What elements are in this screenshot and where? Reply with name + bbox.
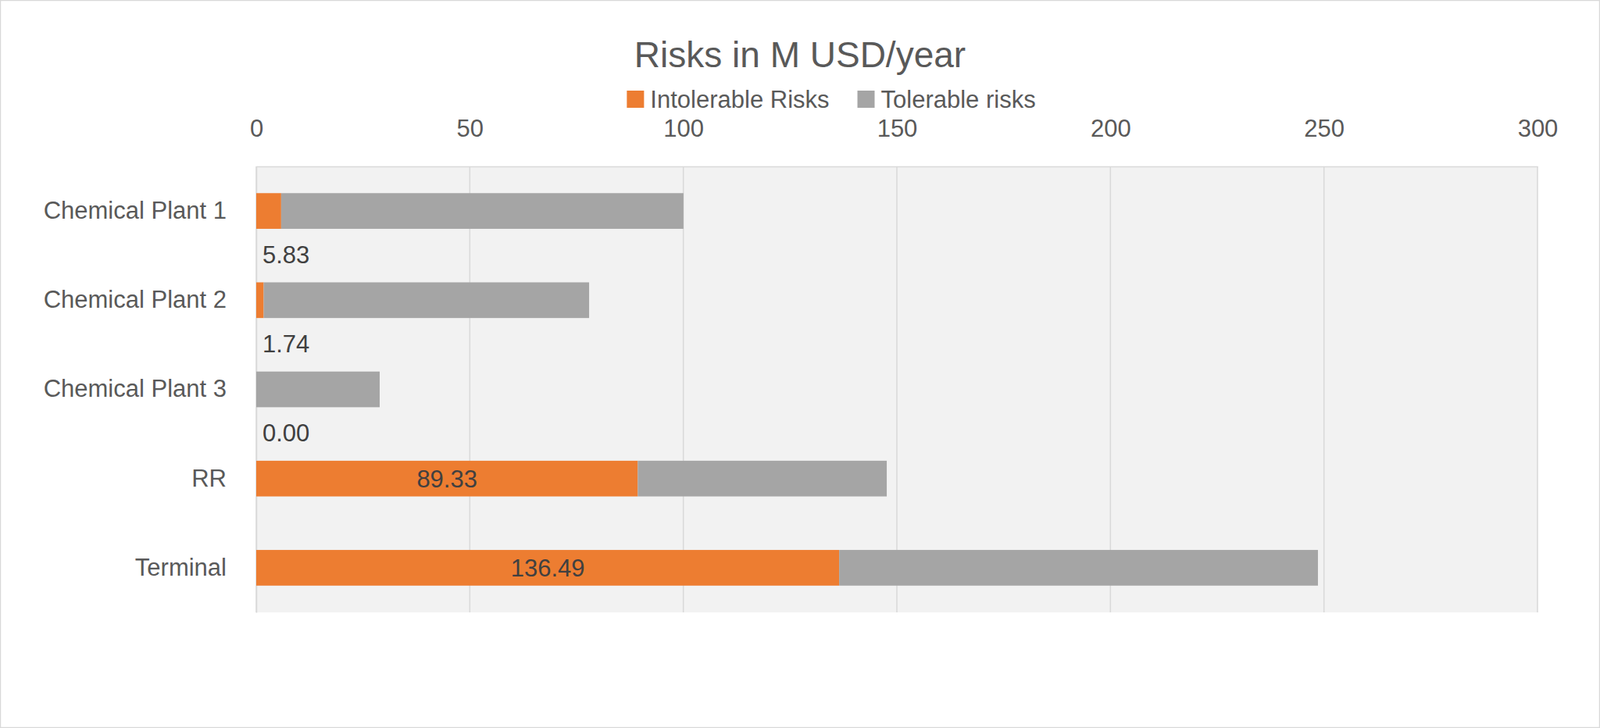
tick: Chemical Plant 1 [43,196,257,225]
bar [637,460,887,497]
series [256,192,1318,586]
data-label: 89.33 [416,465,478,493]
tick-label: 300 [1517,114,1559,143]
bars [256,192,1318,586]
tick-label: Terminal [135,553,227,582]
bar [281,192,684,229]
tick-label: 0 [250,114,264,143]
bar [256,460,638,497]
tick-label: 50 [457,114,484,143]
tick: 200 [1090,114,1132,167]
bar [839,550,1318,586]
bar [256,550,840,586]
grid-line [469,166,472,613]
tick-label: Chemical Plant 3 [43,375,227,403]
tick: RR [191,464,257,493]
data-label: 1.74 [262,330,310,358]
legend-swatch [626,90,644,108]
tick: 150 [877,114,918,167]
legend-label: Intolerable Risks [650,85,829,114]
data-label: 136.49 [510,554,586,583]
bar [256,371,380,408]
tick: 50 [457,114,484,167]
legend-label: Tolerable risks [881,85,1036,114]
plot: 050100150200250300Chemical Plant 1Chemic… [43,114,1559,614]
tick-label: 100 [663,114,704,143]
plot-area [256,166,1538,613]
tick: 250 [1303,114,1345,167]
tick: Chemical Plant 3 [43,375,257,403]
axis-line [257,166,1539,168]
bar [256,192,282,229]
tick-label: 150 [877,114,918,143]
grid-line [1323,166,1325,613]
tick-label: Chemical Plant 2 [43,285,227,314]
grid-line [1536,166,1539,613]
value-axis: 0 50 100 150 200 250 300 [250,114,1558,168]
bar [264,282,590,318]
tick-label: 200 [1090,114,1132,143]
data-label: 5.83 [262,241,310,269]
data-labels: 5.83 1.74 0.00 89.33 136.49 [262,241,585,583]
legend: Intolerable Risks Tolerable risks [626,85,1036,114]
grid-line [1110,166,1112,613]
tick-label: RR [191,464,227,493]
legend-item: Tolerable risks [857,85,1036,114]
tick: 300 [1517,114,1559,167]
grid [256,166,1538,613]
category-axis: Chemical Plant 1 Chemical Plant 2 Chemical… [43,167,258,614]
grid-line [682,166,685,613]
legend-item: Intolerable Risks [626,85,829,114]
chart-background [0,0,1600,728]
bar [256,282,265,318]
series [256,192,840,586]
legend-swatch [857,90,875,108]
tick: 100 [663,114,704,167]
tick: Chemical Plant 2 [43,285,257,314]
data-label: 0.00 [262,419,310,447]
tick-label: 250 [1303,114,1345,143]
chart-title: Risks in M USD/year [634,34,966,75]
tick: 0 [250,114,264,167]
tick-label: Chemical Plant 1 [43,196,227,225]
tick: Terminal [135,553,257,582]
grid-line [896,166,898,613]
